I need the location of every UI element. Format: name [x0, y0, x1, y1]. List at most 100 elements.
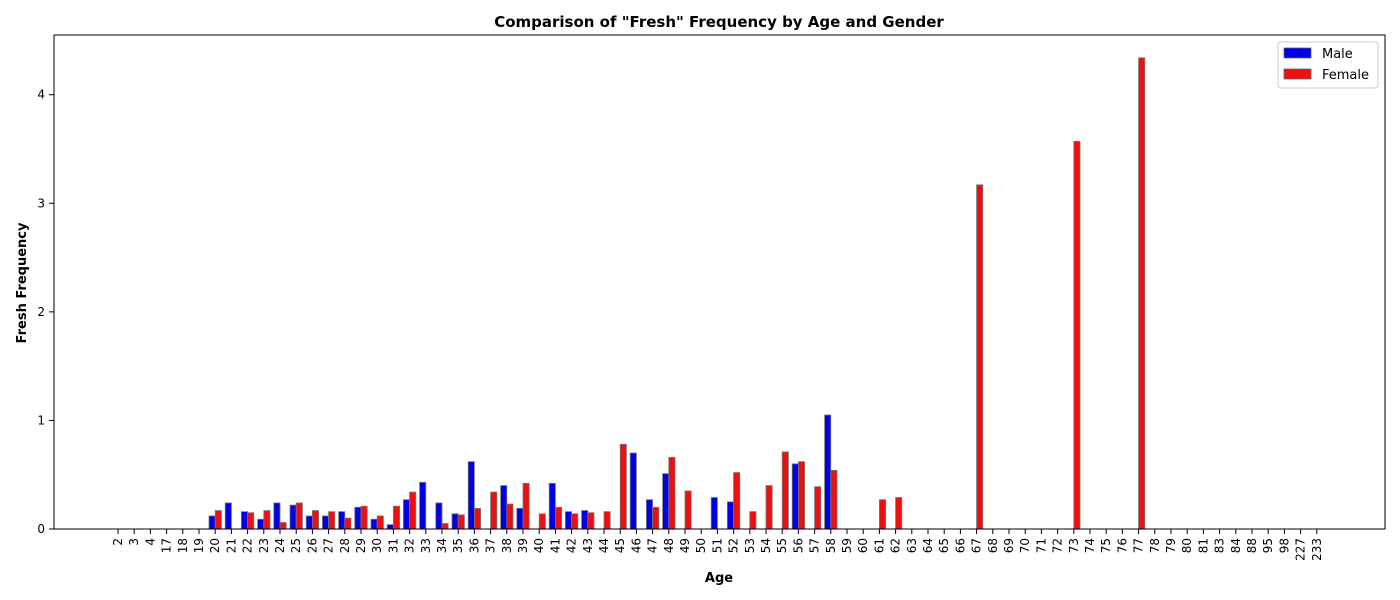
bar-female — [879, 499, 887, 530]
bar-male — [402, 499, 410, 530]
bar-series-group — [208, 57, 1146, 530]
x-tick-label: 55 — [775, 538, 789, 553]
x-tick-label: 83 — [1213, 538, 1227, 553]
y-tick-label: 0 — [37, 522, 45, 536]
x-tick-label: 73 — [1067, 538, 1081, 553]
x-tick-label: 22 — [241, 538, 255, 553]
x-tick-label: 60 — [856, 538, 870, 553]
x-tick-label: 52 — [727, 538, 741, 553]
bar-female — [457, 514, 465, 530]
bar-female — [1073, 140, 1081, 530]
x-tick-label: 50 — [694, 538, 708, 553]
x-tick-label: 24 — [273, 538, 287, 553]
bar-female — [522, 482, 530, 530]
bar-female — [214, 510, 222, 530]
y-tick-label: 1 — [37, 413, 45, 427]
bar-male — [662, 473, 670, 530]
x-tick-label: 51 — [710, 538, 724, 553]
x-tick-label: 53 — [743, 538, 757, 553]
x-tick-label: 77 — [1132, 538, 1146, 553]
x-tick-label: 31 — [386, 538, 400, 553]
x-tick-label: 78 — [1148, 538, 1162, 553]
x-tick-label: 58 — [824, 538, 838, 553]
x-tick-label: 48 — [662, 538, 676, 553]
bar-male — [548, 482, 556, 530]
x-tick-label: 34 — [435, 538, 449, 553]
bar-female — [392, 505, 400, 530]
bar-female — [603, 511, 611, 530]
bar-female — [668, 456, 676, 530]
x-tick-label: 35 — [451, 538, 465, 553]
bar-female — [749, 511, 757, 530]
bar-female — [360, 505, 368, 530]
bar-female — [506, 503, 514, 530]
x-tick-label: 46 — [629, 538, 643, 553]
x-tick-label: 19 — [192, 538, 206, 553]
bar-male — [208, 515, 216, 530]
x-tick-label: 70 — [1018, 538, 1032, 553]
bar-female — [733, 472, 741, 530]
bar-male — [500, 485, 508, 530]
x-tick-label: 44 — [597, 538, 611, 553]
y-tick-label: 3 — [37, 196, 45, 210]
bar-male — [451, 513, 459, 530]
bar-male — [370, 518, 378, 530]
bar-male — [419, 481, 427, 530]
x-tick-label: 65 — [937, 538, 951, 553]
bar-female — [684, 490, 692, 530]
bar-female — [441, 523, 449, 530]
bar-female — [814, 486, 822, 530]
x-tick-label: 68 — [986, 538, 1000, 553]
x-tick-label: 41 — [548, 538, 562, 553]
bar-male — [565, 511, 573, 530]
x-tick-label: 95 — [1261, 538, 1275, 553]
bar-female — [976, 184, 984, 530]
x-tick-label: 28 — [338, 538, 352, 553]
bar-male — [581, 510, 589, 530]
x-tick-label: 3 — [127, 538, 141, 546]
x-tick-label: 79 — [1164, 538, 1178, 553]
bar-male — [273, 502, 281, 530]
x-tick-label: 88 — [1245, 538, 1259, 553]
bar-male — [386, 524, 394, 530]
x-tick-label: 80 — [1180, 538, 1194, 553]
x-tick-label: 18 — [176, 538, 190, 553]
bar-male — [321, 515, 329, 530]
x-tick-label: 37 — [484, 538, 498, 553]
x-tick-label: 49 — [678, 538, 692, 553]
x-tick-label: 69 — [1002, 538, 1016, 553]
bar-female — [328, 511, 336, 530]
x-axis: 2 3 4 17 18 19 20 21 22 23 24 25 26 27 28 29 30 31 32 33 34 3… — [111, 529, 1324, 561]
x-tick-label: 61 — [872, 538, 886, 553]
x-tick-label: 81 — [1196, 538, 1210, 553]
y-axis-label: Fresh Frequency — [15, 222, 30, 343]
x-tick-label: 54 — [759, 538, 773, 553]
bar-male — [338, 511, 346, 530]
bar-female — [587, 512, 595, 530]
x-tick-label: 20 — [208, 538, 222, 553]
x-tick-label: 26 — [305, 538, 319, 553]
bar-female — [571, 513, 579, 530]
x-tick-label: 4 — [143, 538, 157, 546]
legend-swatch-male — [1283, 47, 1312, 59]
x-tick-label: 227 — [1294, 538, 1308, 561]
bar-female — [263, 510, 271, 530]
x-tick-label: 98 — [1277, 538, 1291, 553]
bar-female — [781, 451, 789, 530]
x-tick-label: 66 — [953, 538, 967, 553]
x-tick-label: 29 — [354, 538, 368, 553]
x-tick-label: 40 — [532, 538, 546, 553]
x-tick-label: 64 — [921, 538, 935, 553]
x-tick-label: 23 — [257, 538, 271, 553]
x-tick-label: 72 — [1051, 538, 1065, 553]
legend-swatch-female — [1283, 68, 1312, 80]
bar-female — [473, 507, 481, 530]
bar-male — [727, 501, 735, 530]
bar-female — [1138, 57, 1146, 530]
legend: Male Female — [1277, 41, 1379, 89]
x-tick-label: 76 — [1115, 538, 1129, 553]
bar-male — [435, 502, 443, 530]
bar-female — [555, 506, 563, 530]
x-tick-label: 63 — [905, 538, 919, 553]
x-tick-label: 75 — [1099, 538, 1113, 553]
